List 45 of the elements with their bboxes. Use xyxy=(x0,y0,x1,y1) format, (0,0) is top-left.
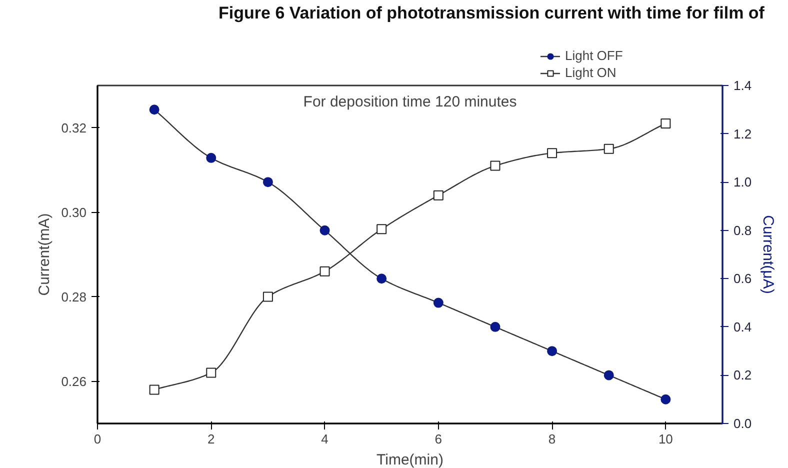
point xyxy=(660,118,671,129)
x-tick-label: 4 xyxy=(321,432,328,446)
point xyxy=(376,274,387,284)
y-tick-label: 0.26 xyxy=(61,374,87,389)
x-tick-label: 8 xyxy=(548,432,556,446)
point xyxy=(604,370,614,380)
y2-tick-label: 1.4 xyxy=(734,78,752,93)
point xyxy=(149,384,160,395)
y-tick-label: 0.32 xyxy=(61,120,87,136)
point xyxy=(149,104,160,115)
x-tick-label: 2 xyxy=(208,432,215,446)
point xyxy=(206,368,216,378)
point xyxy=(604,144,614,154)
point xyxy=(433,298,444,308)
point xyxy=(262,292,273,302)
y-tick-label: 0.28 xyxy=(61,289,87,304)
point xyxy=(433,190,444,200)
point xyxy=(547,346,558,356)
x-tick-label: 10 xyxy=(658,432,673,446)
legend-label: Light ON xyxy=(565,65,616,80)
y2-tick-label: 0.8 xyxy=(734,222,752,238)
x-tick-label: 6 xyxy=(434,432,442,446)
point xyxy=(490,322,500,332)
y-tick-label: 0.30 xyxy=(61,204,87,220)
point xyxy=(376,224,387,234)
legend-label: Light OFF xyxy=(565,48,623,63)
annotation: For deposition time 120 minutes xyxy=(303,94,517,110)
y2-tick-label: 1.2 xyxy=(734,126,752,142)
y-axis-title: Current(mA) xyxy=(36,213,54,296)
point xyxy=(320,266,330,276)
point xyxy=(660,394,671,404)
y2-tick-label: 0.0 xyxy=(734,416,752,431)
chart-title: Figure 6 Variation of phototransmission current with time for film of xyxy=(218,4,765,22)
point xyxy=(547,148,558,158)
y2-tick-label: 0.4 xyxy=(734,319,752,334)
y2-tick-label: 0.2 xyxy=(734,368,752,383)
point xyxy=(490,160,500,171)
y2-tick-label: 1.0 xyxy=(734,174,752,190)
point xyxy=(206,152,216,163)
y2-tick-label: 0.6 xyxy=(734,271,752,286)
point xyxy=(320,225,330,236)
x-axis-title: Time(min) xyxy=(376,452,444,468)
x-tick-label: 0 xyxy=(94,432,102,446)
point xyxy=(262,177,273,188)
y2-axis-title: Current(μA) xyxy=(760,215,777,294)
